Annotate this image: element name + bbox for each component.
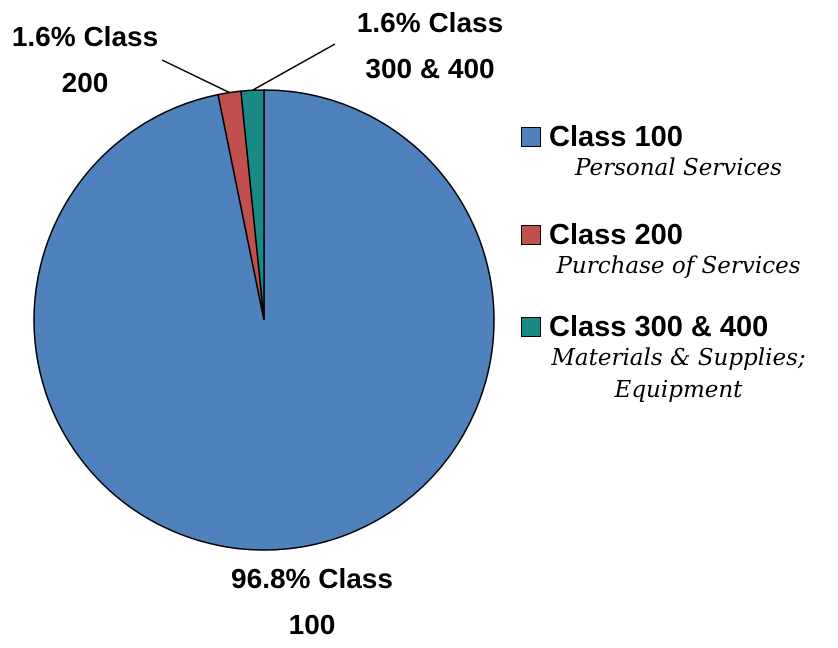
legend-label: Class 100: [549, 121, 683, 153]
data-label-category: Class 100: [288, 563, 393, 640]
legend-item: Class 200 Purchase of Services: [521, 220, 836, 282]
legend-item: Class 100 Personal Services: [521, 122, 836, 184]
legend-head: Class 300 & 400: [521, 312, 836, 342]
data-label-category: Class 200: [61, 21, 159, 98]
data-label-value: 96.8%: [231, 563, 311, 594]
legend-head: Class 200: [521, 220, 836, 250]
data-label-category: Class 300 & 400: [365, 7, 504, 84]
leader-line: [161, 59, 230, 94]
legend-swatch: [521, 317, 541, 337]
data-label: 1.6% Class 300 & 400: [340, 0, 520, 92]
legend-description: Materials & Supplies; Equipment: [551, 345, 806, 403]
data-label-value: 1.6%: [11, 21, 76, 52]
legend-swatch: [521, 225, 541, 245]
legend-label: Class 300 & 400: [549, 311, 769, 343]
legend-item: Class 300 & 400 Materials & Supplies; Equ…: [521, 312, 836, 406]
data-label: 1.6% Class 200: [0, 14, 170, 106]
leader-line: [252, 43, 336, 91]
legend-description: Personal Services: [575, 155, 782, 181]
data-label-value: 1.6%: [356, 7, 421, 38]
legend-label: Class 200: [549, 219, 683, 251]
legend-head: Class 100: [521, 122, 836, 152]
data-label: 96.8% Class 100: [212, 556, 412, 648]
legend-swatch: [521, 127, 541, 147]
legend-description: Purchase of Services: [556, 253, 801, 279]
